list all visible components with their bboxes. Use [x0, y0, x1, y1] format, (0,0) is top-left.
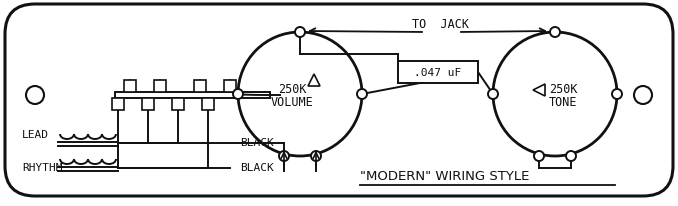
- Bar: [194, 81, 206, 92]
- Text: BLACK: BLACK: [240, 137, 274, 147]
- Circle shape: [233, 90, 243, 99]
- Text: 250K: 250K: [278, 83, 306, 96]
- Bar: [154, 81, 166, 92]
- Text: 250K: 250K: [549, 83, 577, 96]
- Text: TONE: TONE: [549, 96, 577, 109]
- Bar: [115, 92, 270, 98]
- Text: LEAD: LEAD: [22, 129, 49, 139]
- Text: .047 uF: .047 uF: [414, 68, 462, 78]
- Circle shape: [634, 87, 652, 104]
- Circle shape: [488, 90, 498, 99]
- Circle shape: [534, 151, 544, 161]
- Circle shape: [357, 90, 367, 99]
- FancyBboxPatch shape: [5, 5, 673, 196]
- Circle shape: [311, 151, 321, 161]
- Bar: [112, 98, 124, 110]
- Bar: [224, 81, 236, 92]
- Circle shape: [279, 151, 289, 161]
- Circle shape: [238, 33, 362, 156]
- Text: BLACK: BLACK: [240, 162, 274, 172]
- Bar: [172, 98, 184, 110]
- Text: "MODERN" WIRING STYLE: "MODERN" WIRING STYLE: [360, 169, 530, 182]
- Circle shape: [612, 90, 622, 99]
- Bar: [398, 62, 478, 84]
- Circle shape: [566, 151, 576, 161]
- Circle shape: [493, 33, 617, 156]
- Text: RHYTHM: RHYTHM: [22, 162, 62, 172]
- Circle shape: [550, 28, 560, 38]
- Circle shape: [26, 87, 44, 104]
- Circle shape: [295, 28, 305, 38]
- Text: VOLUME: VOLUME: [271, 96, 313, 109]
- Bar: [202, 98, 214, 110]
- Text: TO  JACK: TO JACK: [412, 18, 468, 31]
- Bar: [124, 81, 136, 92]
- Bar: [142, 98, 154, 110]
